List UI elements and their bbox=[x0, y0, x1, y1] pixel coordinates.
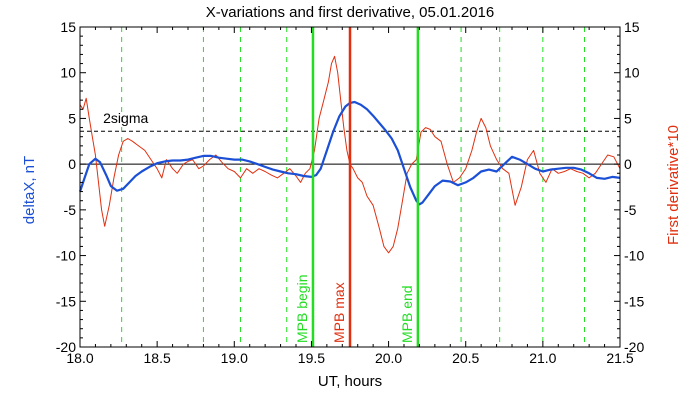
right-y-axis: 15 10 5 0 -5 -10 -15 -20 bbox=[614, 19, 644, 355]
y-left-tick-label-2: 5 bbox=[68, 110, 76, 126]
dashed-green-lines bbox=[121, 27, 586, 347]
series-layer bbox=[78, 55, 621, 254]
y-left-tick-label-6: -15 bbox=[56, 293, 76, 309]
mpb-max-label: MPB max bbox=[331, 282, 347, 343]
x-axis: 18.0 18.5 19.0 19.5 20.0 20.5 21.0 21.5 bbox=[66, 27, 634, 366]
mpb-end-label: MPB end bbox=[399, 285, 415, 343]
mpb-lines: MPB begin MPB max MPB end bbox=[294, 27, 420, 347]
y-right-tick-label-2: 5 bbox=[624, 110, 632, 126]
y-left-tick-label-5: -10 bbox=[56, 248, 76, 264]
y-right-tick-label-6: -15 bbox=[624, 293, 644, 309]
x-tick-label-4: 20.0 bbox=[375, 350, 402, 366]
right-axis-label: First derivative*10 bbox=[665, 125, 682, 245]
x-tick-label-5: 20.5 bbox=[452, 350, 479, 366]
y-right-tick-label-5: -10 bbox=[624, 248, 644, 264]
left-axis-label: deltaX, nT bbox=[21, 156, 38, 224]
y-left-tick-label-7: -20 bbox=[56, 339, 76, 355]
deltax-line bbox=[78, 100, 621, 206]
x-tick-label-6: 21.0 bbox=[529, 350, 556, 366]
x-tick-label-0: 18.0 bbox=[66, 350, 93, 366]
y-left-tick-label-1: 10 bbox=[60, 65, 76, 81]
y-right-tick-label-7: -20 bbox=[624, 339, 644, 355]
y-right-tick-label-3: 0 bbox=[624, 156, 632, 172]
x-axis-label: UT, hours bbox=[318, 373, 382, 390]
left-y-axis: 15 10 5 0 -5 -10 -15 -20 bbox=[56, 19, 86, 355]
y-left-tick-label-0: 15 bbox=[60, 19, 76, 35]
plot-frame bbox=[79, 26, 621, 348]
x-tick-label-3: 19.5 bbox=[298, 350, 325, 366]
chart-title: X-variations and first derivative, 05.01… bbox=[206, 4, 495, 21]
y-right-tick-label-1: 10 bbox=[624, 65, 640, 81]
y-right-tick-label-4: -5 bbox=[624, 202, 637, 218]
y-left-tick-label-3: 0 bbox=[68, 156, 76, 172]
mpb-begin-label: MPB begin bbox=[294, 275, 310, 343]
x-tick-label-7: 21.5 bbox=[606, 350, 633, 366]
x-tick-label-1: 18.5 bbox=[144, 350, 171, 366]
y-right-tick-label-0: 15 bbox=[624, 19, 640, 35]
x-tick-label-2: 19.0 bbox=[221, 350, 248, 366]
sigma-label: 2sigma bbox=[103, 110, 148, 126]
y-left-tick-label-4: -5 bbox=[64, 202, 77, 218]
